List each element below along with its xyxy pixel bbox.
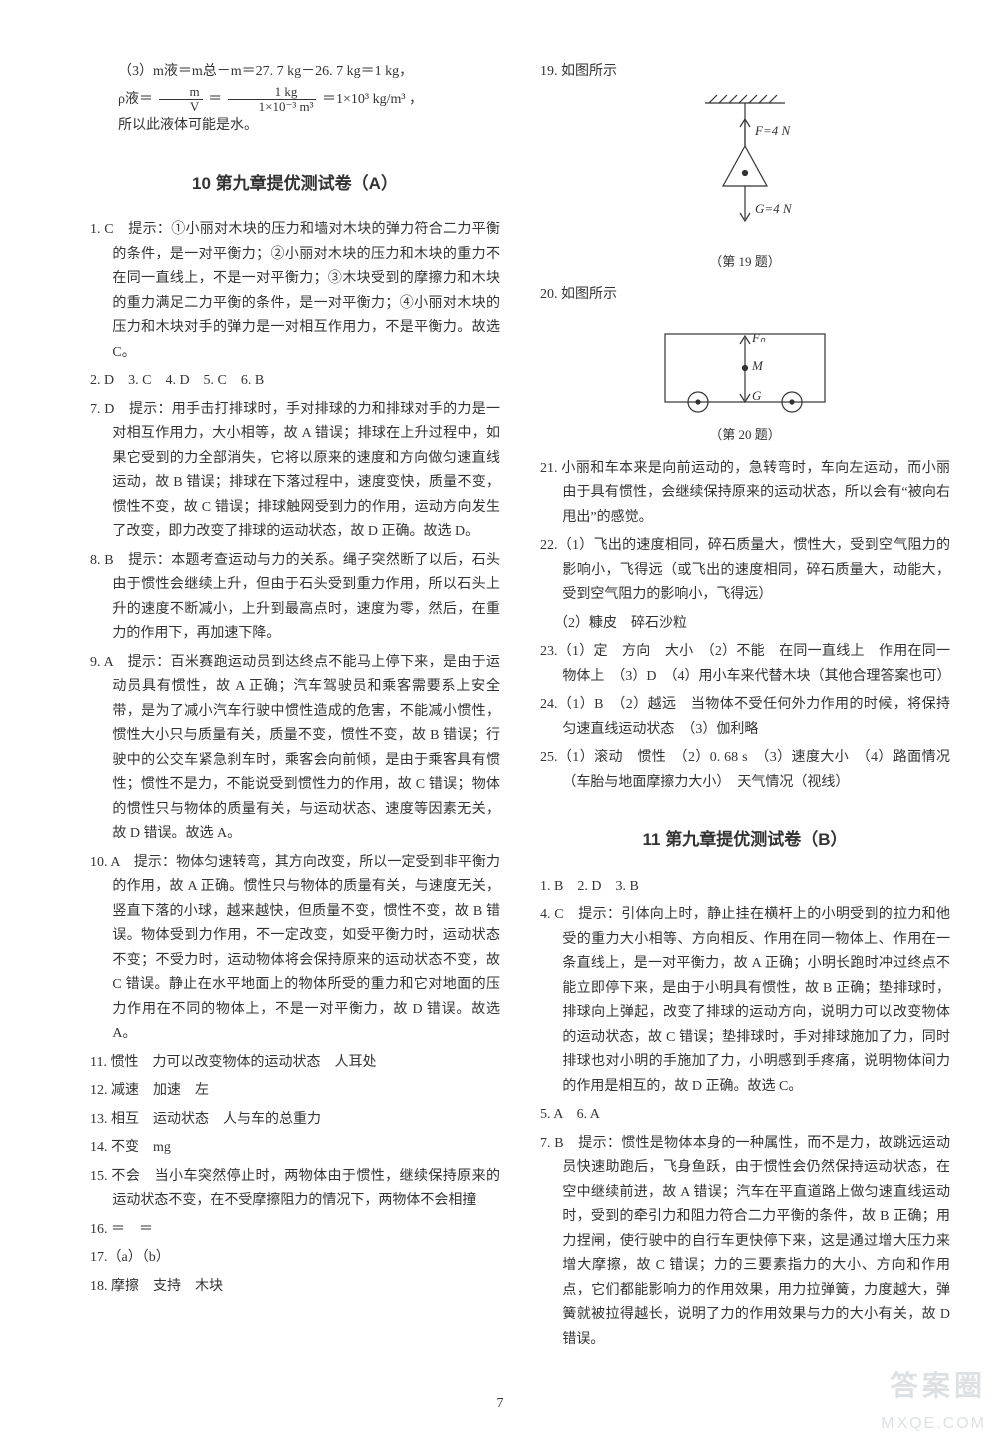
a-q20-intro: 20. 如图所示 — [540, 283, 950, 308]
frac-1: m V — [159, 85, 203, 115]
a-q12: 12. 减速 加速 左 — [90, 1079, 500, 1104]
watermark-top: 答案圈 — [881, 1361, 986, 1410]
fig20-caption: （第 20 题） — [540, 424, 950, 447]
a-q17: 17.（a）（b） — [90, 1246, 500, 1271]
fig19-g-label: G=4 N — [755, 201, 793, 216]
sol-line-2: ρ液＝ m V ＝ 1 kg 1×10⁻³ m³ ＝1×10³ kg/m³ ， — [90, 85, 500, 115]
a-q10: 10. A 提示：物体匀速转弯，其方向改变，所以一定受到非平衡力的作用，故 A … — [90, 851, 500, 1047]
fig20-svg: Fₙ M G — [640, 314, 850, 424]
rho-label: ρ液＝ — [118, 92, 153, 107]
a-q24: 24.（1）B （2）越远 当物体不受任何外力作用的时候，将保持匀速直线运动状态… — [540, 693, 950, 742]
a-q23: 23.（1）定 方向 大小 （2）不能 在同一直线上 作用在同一物体上 （3）D… — [540, 640, 950, 689]
a-q25: 25.（1）滚动 惯性 （2）0. 68 s （3）速度大小 （4）路面情况（车… — [540, 746, 950, 795]
a-q1: 1. C 提示：①小丽对木块的压力和墙对木块的弹力符合二力平衡的条件，是一对平衡… — [90, 218, 500, 365]
sol-line-3: 所以此液体可能是水。 — [90, 114, 500, 139]
fig19-f-label: F=4 N — [754, 123, 791, 138]
solution-top: （3）m液＝m总－m＝27. 7 kg－26. 7 kg＝1 kg， ρ液＝ m… — [90, 60, 500, 139]
figure-20: Fₙ M G （第 20 题） — [540, 314, 950, 447]
fig20-fn-label: Fₙ — [751, 330, 766, 345]
figure-19: F=4 N G=4 N （第 19 题） — [540, 91, 950, 274]
a-q22-1: 22.（1）飞出的速度相同，碎石质量大，惯性大，受到空气阻力的影响小，飞得远（或… — [540, 534, 950, 608]
a-q21: 21. 小丽和车本来是向前运动的，急转弯时，车向左运动，而小丽由于具有惯性，会继… — [540, 457, 950, 531]
fig19-caption: （第 19 题） — [540, 251, 950, 274]
watermark-bottom: MXQE.COM — [881, 1410, 986, 1438]
a-q13: 13. 相互 运动状态 人与车的总重力 — [90, 1108, 500, 1133]
a-q14: 14. 不变 mg — [90, 1136, 500, 1161]
b-q7: 7. B 提示：惯性是物体本身的一种属性，而不是力，故跳远运动员快速助跑后，飞身… — [540, 1132, 950, 1353]
a-q15: 15. 不会 当小车突然停止时，两物体由于惯性，继续保持原来的运动状态不变，在不… — [90, 1165, 500, 1214]
sol-line-1: （3）m液＝m总－m＝27. 7 kg－26. 7 kg＝1 kg， — [90, 60, 500, 85]
a-q18: 18. 摩擦 支持 木块 — [90, 1275, 500, 1300]
a-q11: 11. 惯性 力可以改变物体的运动状态 人耳处 — [90, 1051, 500, 1076]
page-number: 7 — [497, 1392, 504, 1417]
fig19-svg: F=4 N G=4 N — [675, 91, 815, 251]
fig20-m-label: M — [751, 358, 764, 373]
a-q22-2: （2）糠皮 碎石沙粒 — [540, 612, 950, 637]
a-q19-intro: 19. 如图所示 — [540, 60, 950, 85]
a-q2to6: 2. D 3. C 4. D 5. C 6. B — [90, 369, 500, 394]
b-q1to3: 1. B 2. D 3. B — [540, 875, 950, 900]
frac-2: 1 kg 1×10⁻³ m³ — [228, 85, 317, 115]
left-column: （3）m液＝m总－m＝27. 7 kg－26. 7 kg＝1 kg， ρ液＝ m… — [90, 60, 500, 1356]
right-column: 19. 如图所示 — [540, 60, 950, 1356]
a-q7: 7. D 提示：用手击打排球时，手对排球的力和排球对手的力是一对相互作用力，大小… — [90, 398, 500, 545]
b-q5to6: 5. A 6. A — [540, 1103, 950, 1128]
section-b-title: 11 第九章提优测试卷（B） — [540, 825, 950, 855]
section-a-title: 10 第九章提优测试卷（A） — [90, 169, 500, 199]
watermark: 答案圈 MXQE.COM — [881, 1361, 986, 1438]
a-q9: 9. A 提示：百米赛跑运动员到达终点不能马上停下来，是由于运动员具有惯性，故 … — [90, 651, 500, 847]
fig20-g-label: G — [752, 388, 762, 403]
b-q4: 4. C 提示：引体向上时，静止挂在横杆上的小明受到的拉力和他受的重力大小相等、… — [540, 903, 950, 1099]
a-q8: 8. B 提示：本题考查运动与力的关系。绳子突然断了以后，石头由于惯性会继续上升… — [90, 549, 500, 647]
a-q16: 16. ＝ ＝ — [90, 1218, 500, 1243]
